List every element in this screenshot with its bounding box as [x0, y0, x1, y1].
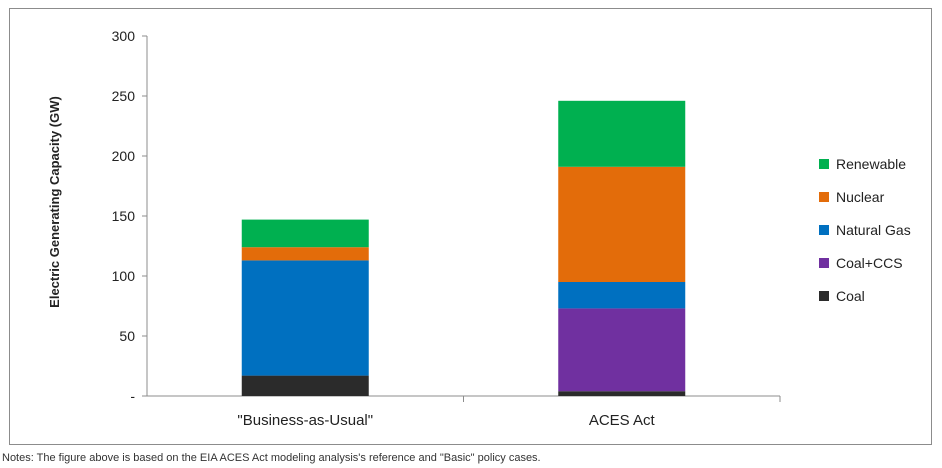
y-tick-label: - [130, 388, 135, 404]
bar-segment-renewable [242, 220, 369, 248]
legend-label: Coal [836, 288, 865, 304]
bar-segment-coal-ccs [558, 308, 685, 391]
legend-label: Renewable [836, 156, 906, 172]
y-ticks: - 50 100 150 200 250 300 [112, 28, 147, 404]
y-axis-label: Electric Generating Capacity (GW) [47, 96, 62, 308]
legend-swatch [819, 192, 829, 202]
legend-swatch [819, 258, 829, 268]
stacked-bar-chart: Electric Generating Capacity (GW) - 50 100… [10, 9, 931, 444]
bar-segment-coal [242, 376, 369, 396]
y-tick-label: 250 [112, 88, 136, 104]
legend-swatch [819, 159, 829, 169]
y-tick-label: 50 [119, 328, 135, 344]
y-tick-label: 200 [112, 148, 136, 164]
chart-frame: Electric Generating Capacity (GW) - 50 100… [9, 8, 932, 445]
bar-segment-natural-gas [242, 260, 369, 375]
bar-segment-nuclear [242, 247, 369, 260]
legend-label: Natural Gas [836, 222, 911, 238]
y-tick-label: 100 [112, 268, 136, 284]
y-tick-label: 300 [112, 28, 136, 44]
legend-swatch [819, 225, 829, 235]
bars [242, 101, 686, 396]
category-labels: "Business-as-Usual" ACES Act [237, 412, 655, 429]
bar-segment-nuclear [558, 167, 685, 282]
legend-label: Coal+CCS [836, 255, 903, 271]
legend-label: Nuclear [836, 189, 885, 205]
bar-segment-renewable [558, 101, 685, 167]
category-label: ACES Act [589, 412, 656, 429]
y-tick-label: 150 [112, 208, 136, 224]
bar-segment-coal [558, 391, 685, 396]
bar-segment-natural-gas [558, 282, 685, 308]
category-label: "Business-as-Usual" [237, 412, 373, 429]
legend: Renewable Nuclear Natural Gas Coal+CCS Coal [819, 156, 911, 304]
legend-swatch [819, 291, 829, 301]
chart-notes: Notes: The figure above is based on the … [2, 452, 541, 464]
